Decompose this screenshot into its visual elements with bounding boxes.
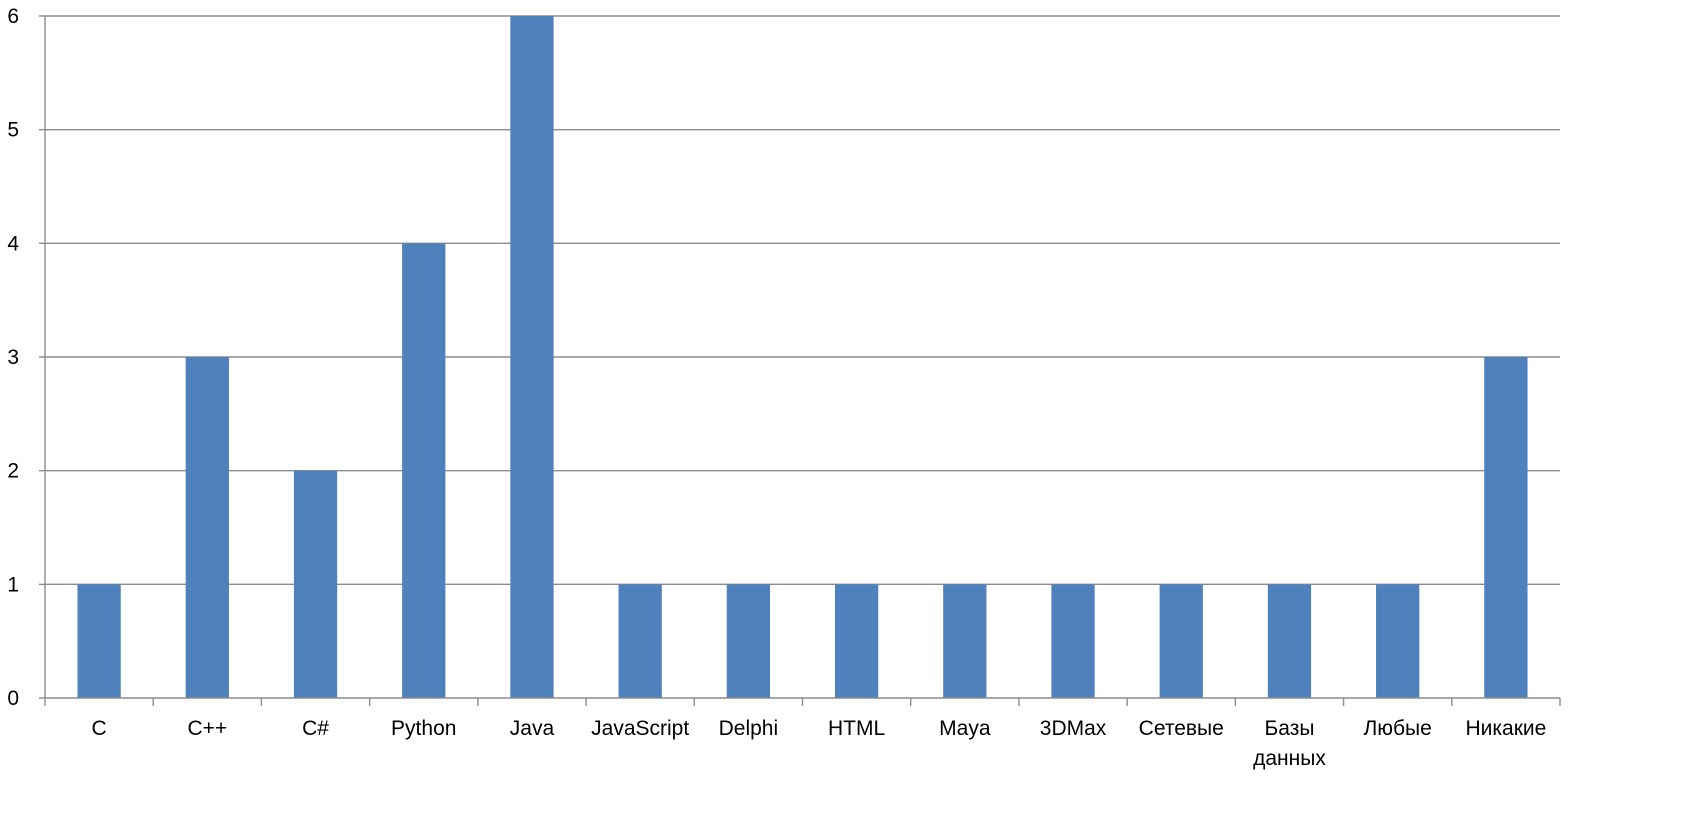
bar-0 [77,584,121,698]
x-tick-label-11: Базы данных [1253,717,1326,770]
x-tick-label-6: Delphi [719,717,779,740]
bar-7 [834,584,879,698]
x-tick-label-3: Python [391,717,456,740]
y-tick-label-1: 1 [7,573,19,596]
y-tick-label-2: 2 [7,460,19,483]
x-tick-label-2: C# [302,717,329,740]
x-tick-label-12: Любые [1364,717,1432,740]
x-tick-label-10: Сетевые [1139,717,1224,740]
bar-6 [726,584,771,698]
bar-12 [1376,584,1420,698]
bar-11 [1267,584,1312,698]
x-tick-label-8: Maya [939,717,991,740]
gridlines [45,15,1560,586]
y-tick-label-3: 3 [7,346,19,369]
x-tick-label-0: C [92,717,107,740]
x-tick-label-4: Java [510,717,555,740]
bar-13 [1484,357,1528,698]
bars [77,16,1528,699]
bar-10 [1159,584,1203,698]
bar-8 [943,584,987,698]
y-tick-label-4: 4 [7,232,19,255]
bar-3 [402,243,446,699]
x-tick-label-1: C++ [187,717,227,740]
y-tick-label-6: 6 [7,5,19,28]
y-tick-label-5: 5 [7,119,19,142]
bar-9 [1051,584,1095,698]
bar-4 [510,16,554,698]
y-tick-label-0: 0 [7,687,19,710]
bar-1 [185,357,229,698]
x-tick-label-13: Никакие [1465,717,1546,740]
axes [39,15,1561,706]
x-tick-labels: C C++ C# Python Java JavaScript Delphi HTML Maya… [92,717,1547,770]
bar-5 [618,584,662,698]
x-tick-label-5: JavaScript [591,717,689,740]
bar-2 [293,470,338,698]
x-tick-label-7: HTML [828,717,885,740]
y-tick-labels: 0 1 2 3 4 5 6 [7,5,19,710]
x-tick-label-9: 3DMax [1040,717,1107,740]
